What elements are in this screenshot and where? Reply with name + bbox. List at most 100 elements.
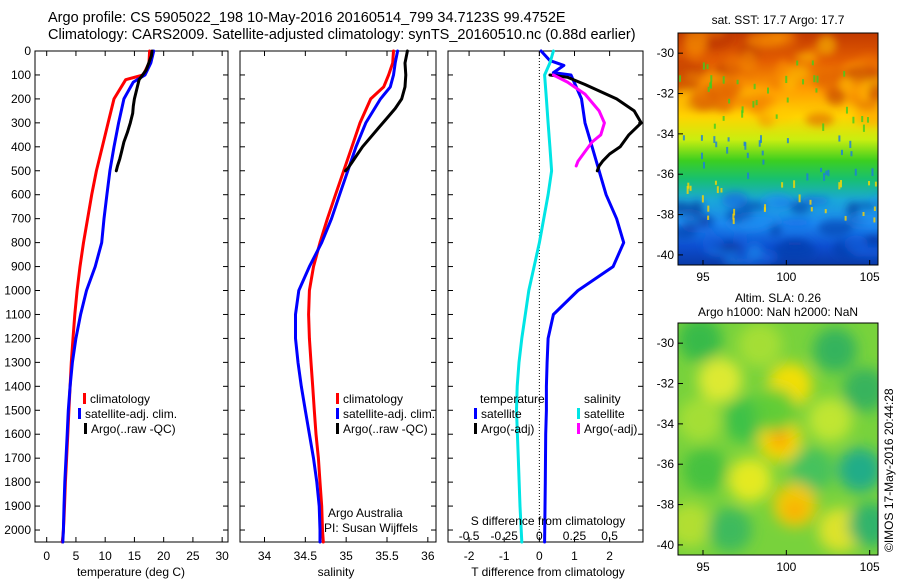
sst-texture xyxy=(689,62,709,77)
sla-map-panel: Altim. SLA: 0.26 Argo h1000: NaN h2000: … xyxy=(657,291,880,574)
sst-speckle xyxy=(702,62,705,70)
x-tick-label: 34.5 xyxy=(294,549,318,563)
sst-texture xyxy=(745,242,764,260)
temperature-legend: climatology satellite-adj. clim. Argo(..… xyxy=(78,392,177,436)
sla-blob xyxy=(698,358,742,402)
y-tick-label: 1800 xyxy=(4,475,31,489)
sst-speckle xyxy=(700,152,703,160)
y-tick-label: 600 xyxy=(11,188,31,202)
sst-speckle xyxy=(820,167,823,173)
sst-speckle xyxy=(713,136,716,144)
legend-label-satellite: satellite-adj. clim. xyxy=(343,407,435,421)
sst-texture xyxy=(790,201,811,215)
sst-speckle xyxy=(827,169,830,177)
sst-texture xyxy=(702,235,724,253)
sst-speckle xyxy=(874,181,877,187)
series-line-argo-raw-qc xyxy=(114,49,154,173)
sst-texture xyxy=(775,59,792,83)
sst-speckle xyxy=(873,217,876,223)
sst-speckle xyxy=(861,115,864,123)
s-diff-tick-label: -0.5 xyxy=(459,529,480,543)
y-tick-label: 200 xyxy=(11,92,31,106)
sst-texture xyxy=(844,235,868,252)
sst-texture xyxy=(854,202,878,210)
sst-speckle xyxy=(752,101,755,108)
sst-texture xyxy=(863,235,878,246)
sla-heatmap xyxy=(678,323,878,555)
difference-axes-frame xyxy=(447,50,644,543)
sst-speckle xyxy=(786,97,789,103)
series-line-temperature-argo-adj xyxy=(548,73,643,173)
difference-xlabel-top: S difference from climatology xyxy=(471,514,626,528)
x-tick-label: 36 xyxy=(421,549,435,563)
x-tick-label: 0 xyxy=(43,549,50,563)
sst-texture xyxy=(847,91,862,105)
sla-blob xyxy=(813,328,857,372)
sst-speckle xyxy=(815,88,818,93)
map-y-tick-label: -30 xyxy=(657,336,675,350)
sla-blob xyxy=(738,323,782,367)
y-tick-label: 0 xyxy=(24,44,31,58)
sst-speckle xyxy=(722,116,725,121)
y-tick-label: 1500 xyxy=(4,403,31,417)
sst-speckle xyxy=(806,173,809,181)
sst-speckle xyxy=(822,123,825,131)
sst-map-title: sat. SST: 17.7 Argo: 17.7 xyxy=(712,13,845,27)
x-tick-label: 5 xyxy=(73,549,80,563)
legend-swatch-temp-argo xyxy=(474,423,477,434)
sst-texture xyxy=(696,33,726,38)
salinity-legend: climatology satellite-adj. clim. Argo(..… xyxy=(336,392,435,436)
temperature-panel: 0 5 10 15 20 25 30 0 100 200 300 400 500 600 700 800 90… xyxy=(4,44,229,579)
title-line-2: Climatology: CARS2009. Satellite-adjuste… xyxy=(48,27,636,43)
y-tick-label: 1600 xyxy=(4,427,31,441)
sst-speckle xyxy=(849,140,852,149)
sla-blob xyxy=(678,323,722,362)
map-y-tick-label: -40 xyxy=(657,248,675,262)
y-tick-label: 300 xyxy=(11,116,31,130)
sst-speckle xyxy=(813,75,816,83)
sst-speckle xyxy=(840,149,843,156)
y-tick-label: 100 xyxy=(11,68,31,82)
sst-speckle xyxy=(715,141,718,148)
sst-texture xyxy=(871,196,878,206)
sst-texture xyxy=(773,240,817,260)
map-x-tick-label: 100 xyxy=(776,270,796,284)
legend-label-temp-argo: Argo(-adj) xyxy=(481,422,534,436)
sst-speckle xyxy=(746,152,749,159)
series-line-satellite-adj-clim xyxy=(61,49,156,544)
sst-texture xyxy=(769,222,782,238)
sst-speckle xyxy=(845,106,848,114)
map-y-tick-label: -34 xyxy=(657,127,675,141)
legend-label-temp-satellite: satellite xyxy=(481,407,522,421)
sst-speckle xyxy=(700,135,703,141)
sst-texture xyxy=(684,34,707,58)
map-y-tick-label: -36 xyxy=(657,167,675,181)
s-diff-tick-label: 0 xyxy=(536,529,543,543)
x-tick-label: 25 xyxy=(186,549,200,563)
s-diff-tick-label: 0.5 xyxy=(601,529,618,543)
sst-speckle xyxy=(786,138,789,144)
legend-label-argo: Argo(..raw -QC) xyxy=(343,422,428,436)
sst-speckle xyxy=(720,187,723,193)
sst-speckle xyxy=(816,75,819,83)
sst-speckle xyxy=(710,75,713,82)
sst-speckle xyxy=(850,151,853,157)
legend-swatch-climatology xyxy=(83,393,86,404)
sst-speckle xyxy=(798,194,801,203)
sst-texture xyxy=(690,200,703,217)
sst-texture xyxy=(678,225,697,240)
x-tick-label: 20 xyxy=(157,549,171,563)
sst-speckle xyxy=(761,150,764,156)
sst-speckle xyxy=(747,172,750,179)
salinity-xlabel: salinity xyxy=(318,565,355,579)
figure-title: Argo profile: CS 5905022_198 10-May-2016… xyxy=(48,10,636,44)
sst-speckle xyxy=(736,79,739,85)
sst-speckle xyxy=(722,76,725,84)
s-diff-tick-label: 0.25 xyxy=(563,529,587,543)
x-tick-label: 15 xyxy=(128,549,142,563)
y-tick-label: 2000 xyxy=(4,523,31,537)
sla-blob xyxy=(843,368,878,412)
sst-texture xyxy=(769,33,793,42)
legend-swatch-climatology xyxy=(336,393,339,404)
